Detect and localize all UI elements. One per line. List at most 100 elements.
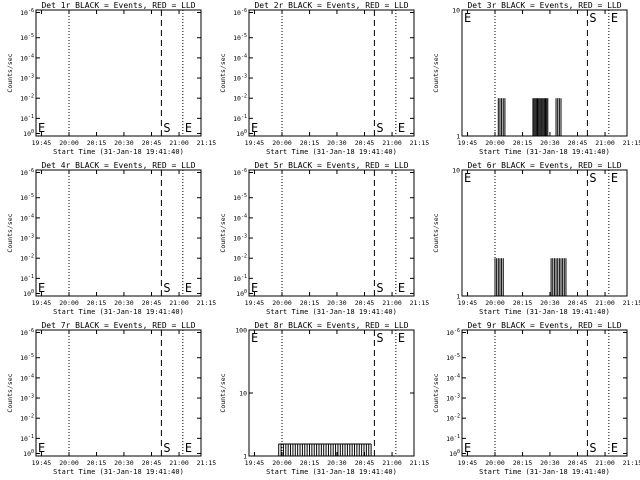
y-tick-label: 100: [236, 129, 247, 138]
x-tick-label: 20:30: [327, 299, 347, 307]
x-tick-label: 19:45: [245, 299, 265, 307]
x-tick-label: 20:15: [300, 139, 320, 147]
y-tick-label: 10-6: [20, 168, 34, 177]
ref-line-label: E: [185, 121, 192, 135]
y-tick-label: 10-5: [233, 193, 247, 202]
x-axis-label: Start Time (31-Jan-18 19:41:40): [266, 308, 397, 316]
panel-det-2: Det 2r BLACK = Events, RED = LLD 19:45 20:…: [219, 1, 429, 156]
x-tick-label: 20:00: [59, 299, 79, 307]
x-axis-label: Start Time (31-Jan-18 19:41:40): [266, 468, 397, 476]
y-tick-label: 10-4: [20, 373, 34, 382]
y-tick-label: 100: [236, 289, 247, 298]
x-tick-label: 19:45: [458, 299, 478, 307]
x-tick-label: 20:45: [568, 459, 588, 467]
x-tick-label: 20:30: [114, 299, 134, 307]
panel-det-7: Det 7r BLACK = Events, RED = LLD 19:45 20:…: [6, 321, 216, 476]
start-marker: E: [251, 121, 258, 135]
ref-line-label: E: [611, 441, 618, 455]
event-cluster: [278, 443, 372, 456]
x-tick-label: 20:15: [87, 299, 107, 307]
y-tick-label: 10-3: [233, 74, 247, 83]
y-tick-label: 10-3: [20, 74, 34, 83]
event-cluster: [555, 98, 562, 136]
start-marker: E: [464, 11, 471, 25]
ref-line-label: E: [611, 171, 618, 185]
y-tick-label: 10-4: [233, 53, 247, 62]
ref-line-label: E: [185, 441, 192, 455]
y-axis-label: Counts/sec: [6, 53, 14, 92]
x-tick-label: 20:00: [59, 459, 79, 467]
x-tick-label: 19:45: [32, 139, 52, 147]
y-tick-label: 100: [23, 289, 34, 298]
x-axis-label: Start Time (31-Jan-18 19:41:40): [53, 308, 184, 316]
start-marker: E: [251, 331, 258, 345]
x-tick-label: 20:45: [568, 299, 588, 307]
panel-det-4: Det 4r BLACK = Events, RED = LLD 19:45 20:…: [6, 161, 216, 316]
plot-title: Det 5r BLACK = Events, RED = LLD: [254, 161, 408, 170]
event-cluster: [532, 98, 549, 136]
x-tick-label: 20:00: [485, 139, 505, 147]
x-tick-label: 20:00: [59, 139, 79, 147]
plot-frame: [461, 169, 628, 297]
x-tick-label: 21:00: [382, 139, 402, 147]
x-tick-label: 19:45: [245, 459, 265, 467]
x-tick-label: 20:15: [300, 299, 320, 307]
x-tick-label: 20:30: [327, 459, 347, 467]
x-tick-label: 20:15: [87, 459, 107, 467]
x-tick-label: 20:45: [355, 459, 375, 467]
y-tick-label: 10-3: [233, 234, 247, 243]
y-tick-label: 10-2: [20, 254, 34, 263]
ref-line-label: E: [398, 331, 405, 345]
x-tick-label: 21:15: [410, 139, 430, 147]
y-tick-label: 10-5: [20, 353, 34, 362]
x-tick-label: 20:30: [114, 459, 134, 467]
x-tick-label: 20:00: [272, 139, 292, 147]
x-axis-label: Start Time (31-Jan-18 19:41:40): [479, 468, 610, 476]
x-axis-label: Start Time (31-Jan-18 19:41:40): [53, 468, 184, 476]
y-tick-label: 10-6: [20, 8, 34, 17]
x-tick-label: 21:00: [595, 459, 615, 467]
panel-det-6: Det 6r BLACK = Events, RED = LLD 19:45 20:…: [432, 161, 640, 316]
start-marker: E: [464, 171, 471, 185]
x-tick-label: 20:30: [540, 299, 560, 307]
y-tick-label: 10-1: [233, 274, 247, 283]
x-tick-label: 19:45: [458, 139, 478, 147]
x-axis-label: Start Time (31-Jan-18 19:41:40): [53, 148, 184, 156]
y-tick-label: 100: [23, 449, 34, 458]
ref-line-label: S: [163, 441, 170, 455]
x-tick-label: 20:15: [513, 299, 533, 307]
y-tick-label: 10-1: [446, 434, 460, 443]
y-axis-label: Counts/sec: [6, 213, 14, 252]
y-tick-label: 10-6: [233, 168, 247, 177]
y-tick-label: 10-4: [20, 53, 34, 62]
x-tick-label: 21:00: [382, 299, 402, 307]
x-tick-label: 20:00: [485, 459, 505, 467]
start-marker: E: [38, 121, 45, 135]
y-tick-label: 100: [449, 449, 460, 458]
start-marker: E: [38, 441, 45, 455]
y-axis-label: Counts/sec: [432, 373, 440, 412]
x-tick-label: 19:45: [245, 139, 265, 147]
x-tick-label: 20:15: [513, 139, 533, 147]
x-tick-label: 19:45: [32, 459, 52, 467]
y-tick-label: 10-1: [20, 434, 34, 443]
y-axis-label: Counts/sec: [6, 373, 14, 412]
x-tick-label: 21:15: [197, 459, 217, 467]
y-tick-label: 10-1: [20, 274, 34, 283]
y-tick-label: 10-4: [233, 213, 247, 222]
x-tick-label: 20:30: [327, 139, 347, 147]
plot-frame: [35, 169, 202, 297]
event-cluster: [497, 98, 506, 136]
plot-title: Det 4r BLACK = Events, RED = LLD: [41, 161, 195, 170]
x-tick-label: 21:00: [169, 459, 189, 467]
x-tick-label: 20:45: [355, 299, 375, 307]
panel-det-5: Det 5r BLACK = Events, RED = LLD 19:45 20:…: [219, 161, 429, 316]
ref-line-label: E: [398, 121, 405, 135]
start-marker: E: [251, 281, 258, 295]
y-tick-label: 10: [452, 7, 460, 15]
x-tick-label: 20:00: [272, 459, 292, 467]
x-tick-label: 20:45: [355, 139, 375, 147]
y-tick-label: 1: [243, 453, 247, 461]
start-marker: E: [38, 281, 45, 295]
